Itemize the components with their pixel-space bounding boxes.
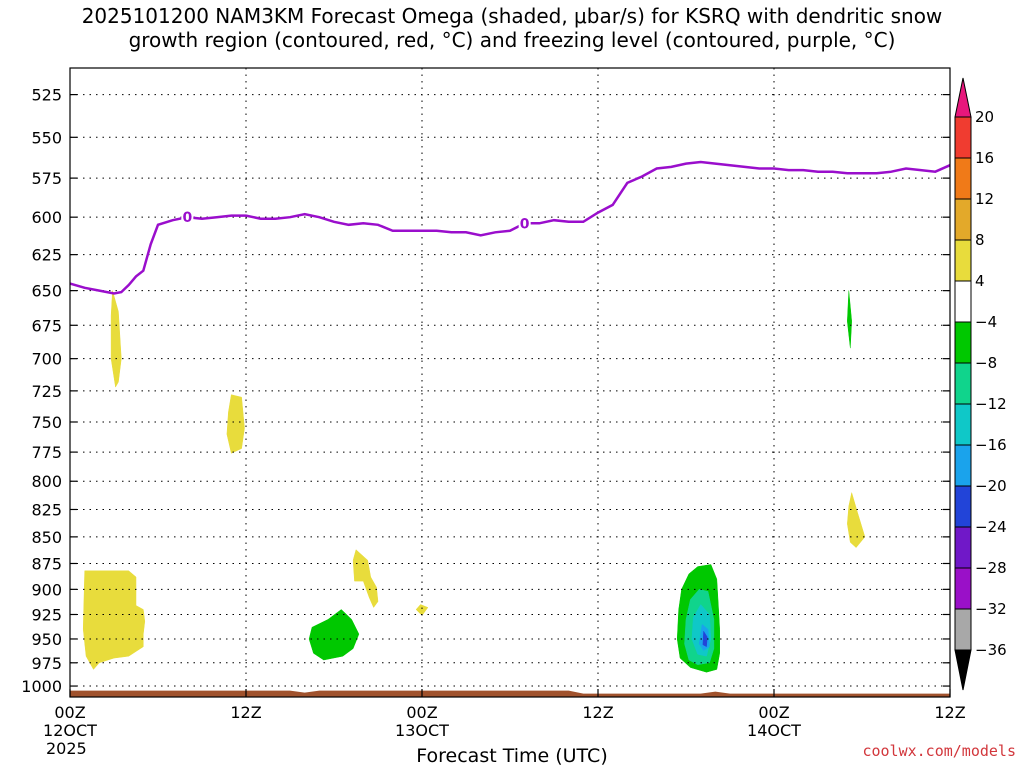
credit-text[interactable]: coolwx.com/models	[862, 742, 1016, 760]
y-tick-label: 675	[31, 316, 62, 335]
colorbar-label: 4	[975, 272, 985, 290]
colorbar-label: −8	[975, 354, 997, 372]
y-tick-label: 1000	[21, 677, 62, 696]
colorbar-label: −28	[975, 559, 1007, 577]
plot-frame	[69, 67, 951, 698]
x-tick-date: 13OCT	[395, 721, 449, 740]
y-tick-label: 725	[31, 382, 62, 401]
x-tick-label: 12Z	[934, 703, 965, 722]
colorbar-label: −20	[975, 477, 1007, 495]
colorbar-box	[954, 321, 972, 364]
omega-region-7	[308, 609, 360, 661]
colorbar-box	[954, 608, 972, 651]
colorbar-box	[954, 567, 972, 610]
x-tick-label: 00Z	[758, 703, 789, 722]
omega-region-1	[135, 621, 143, 647]
y-tick-label: 875	[31, 554, 62, 573]
colorbar-label: −32	[975, 600, 1007, 618]
colorbar-label: −24	[975, 518, 1007, 536]
colorbar-box	[954, 239, 972, 282]
freezing-level-label: 0	[182, 210, 192, 226]
omega-region-6	[847, 492, 866, 548]
colorbar-label: 16	[975, 149, 994, 167]
y-tick-label: 950	[31, 630, 62, 649]
plot-axes	[69, 67, 951, 698]
x-tick-label: 00Z	[54, 703, 85, 722]
colorbar: 20 16 12 8 4 −4 −8 −12 −16 −20 −24 −28 −32 −36	[954, 77, 1007, 691]
omega-region-4	[352, 549, 379, 608]
grid-lines	[69, 68, 951, 697]
omega-region-13	[702, 630, 708, 648]
y-tick-label: 975	[31, 654, 62, 673]
freezing-level-line	[69, 160, 951, 295]
colorbar-box	[954, 198, 972, 241]
x-tick-date: 12OCT	[43, 721, 97, 740]
colorbar-box	[954, 526, 972, 569]
y-tick-label: 700	[31, 350, 62, 369]
y-tick-label: 625	[31, 246, 62, 265]
omega-region-5	[415, 604, 429, 616]
colorbar-box	[954, 157, 972, 200]
freezing-level-label-bg	[181, 209, 194, 226]
colorbar-box	[954, 280, 972, 323]
colorbar-box	[954, 485, 972, 528]
colorbar-label: −12	[975, 395, 1007, 413]
y-tick-label: 575	[31, 169, 62, 188]
x-tick-label: 12Z	[230, 703, 261, 722]
omega-region-2	[110, 290, 122, 388]
y-tick-label: 825	[31, 500, 62, 519]
freezing-level-label-bg	[518, 215, 531, 232]
terrain-layer	[70, 690, 950, 697]
y-tick-label: 600	[31, 208, 62, 227]
y-tick-label: 800	[31, 472, 62, 491]
colorbar-label: −36	[975, 641, 1007, 659]
y-tick-label: 525	[31, 86, 62, 105]
chart-title: 2025101200 NAM3KM Forecast Omega (shaded…	[81, 4, 943, 52]
y-axis-ticks: 525 550 575 600 625 650 675 700 725 750 775 800 825 8…	[21, 86, 950, 696]
colorbar-box	[954, 403, 972, 446]
colorbar-top-arrow	[954, 77, 972, 118]
omega-region-0	[82, 570, 146, 670]
colorbar-label: −4	[975, 313, 997, 331]
x-tick-year: 2025	[46, 739, 87, 758]
y-tick-label: 850	[31, 528, 62, 547]
freezing-level-label: 0	[520, 216, 530, 232]
y-tick-label: 775	[31, 443, 62, 462]
colorbar-box	[954, 116, 972, 159]
omega-shaded-regions	[82, 290, 866, 673]
x-tick-label: 00Z	[406, 703, 437, 722]
x-tick-date: 14OCT	[747, 721, 801, 740]
y-tick-label: 925	[31, 605, 62, 624]
x-tick-label: 12Z	[582, 703, 613, 722]
colorbar-label: 12	[975, 190, 994, 208]
colorbar-label: 20	[975, 108, 994, 126]
omega-region-3	[226, 394, 245, 454]
terrain-fill	[70, 690, 950, 697]
colorbar-label: −16	[975, 436, 1007, 454]
y-tick-label: 750	[31, 413, 62, 432]
y-tick-label: 550	[31, 128, 62, 147]
omega-region-9	[847, 290, 852, 349]
colorbar-box	[954, 444, 972, 487]
colorbar-box	[954, 362, 972, 405]
x-axis-label: Forecast Time (UTC)	[416, 745, 608, 767]
y-tick-label: 650	[31, 282, 62, 301]
y-tick-label: 900	[31, 580, 62, 599]
colorbar-label: 8	[975, 231, 985, 249]
colorbar-bottom-arrow	[954, 649, 972, 691]
